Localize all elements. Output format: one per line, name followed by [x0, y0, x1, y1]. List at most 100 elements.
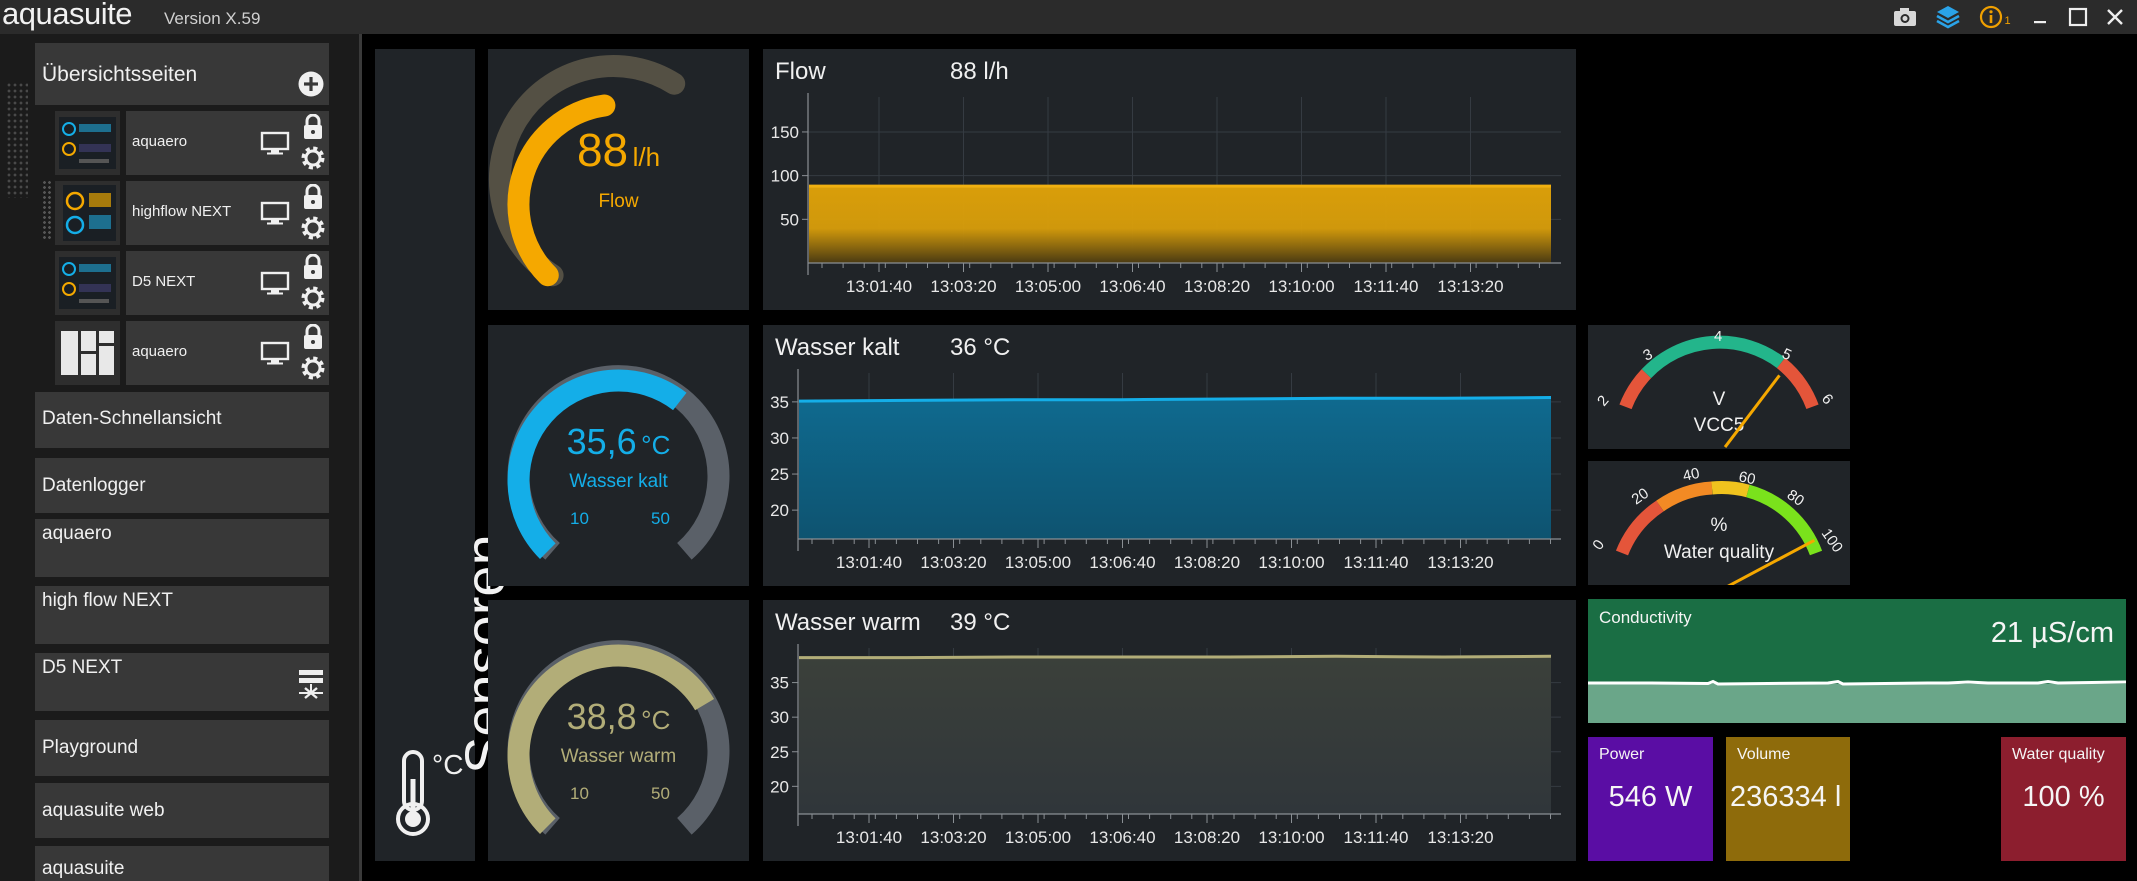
gauge-label: Wasser kalt	[569, 471, 668, 492]
lock-icon[interactable]	[302, 253, 324, 285]
x-tick-label: 13:10:00	[1258, 553, 1324, 572]
gauge-fill	[507, 94, 616, 287]
gear-icon[interactable]	[300, 145, 326, 176]
tile-value: 100 %	[2022, 781, 2105, 813]
sidebar-page-item[interactable]: aquaero	[55, 111, 329, 175]
sidebar-page-item[interactable]: D5 NEXT	[55, 251, 329, 315]
tile-label: Water quality	[2012, 746, 2105, 763]
info-icon[interactable]: 1	[1978, 3, 2012, 31]
water-cold-chart: 35 30 25 20 13:01:40 13:03:20 13:05:00 13:06:40…	[770, 369, 1561, 572]
x-tick-label: 13:08:20	[1174, 828, 1240, 847]
gauge-unit: l/h	[632, 142, 661, 172]
minimize-icon[interactable]	[2025, 3, 2055, 31]
meter-unit: %	[1711, 515, 1728, 536]
water-cold-gauge-panel: 35,6 °C Wasser kalt 10 50	[488, 325, 749, 586]
monitor-icon[interactable]	[260, 131, 290, 160]
network-disconnected-icon	[297, 668, 325, 705]
sidebar-item-high-flow-next[interactable]: high flow NEXT	[35, 586, 329, 644]
water-quality-meter-panel: 0 20 40 60 80 100 % Water quality	[1588, 461, 1850, 588]
sidebar-item-d5-next[interactable]: D5 NEXT	[35, 653, 329, 711]
y-tick-label: 35	[770, 674, 789, 693]
sidebar-item-aquaero[interactable]: aquaero	[35, 519, 329, 577]
sidebar-item-playground[interactable]: Playground	[35, 720, 329, 776]
title-bar: aquasuite Version X.59 1	[0, 0, 2137, 34]
close-icon[interactable]	[2100, 3, 2130, 31]
gauge-unit: °C	[641, 430, 671, 460]
monitor-icon[interactable]	[260, 201, 290, 230]
gauge-readout: 38,8 °C	[488, 696, 749, 738]
lock-icon[interactable]	[302, 113, 324, 145]
gauge-readout: 35,6 °C	[488, 421, 749, 463]
chart-title: Wasser kalt	[775, 334, 900, 361]
sidebar-item-label: Playground	[42, 737, 139, 758]
x-tick-label: 13:13:20	[1427, 553, 1493, 572]
x-tick-label: 13:08:20	[1184, 277, 1250, 296]
x-tick-label: 13:03:20	[920, 828, 986, 847]
layers-icon[interactable]	[1933, 3, 1963, 31]
y-tick-label: 30	[770, 708, 789, 727]
lock-icon[interactable]	[302, 323, 324, 355]
x-tick-label: 13:13:20	[1427, 828, 1493, 847]
maximize-icon[interactable]	[2063, 3, 2093, 31]
drag-handle[interactable]	[42, 180, 52, 240]
meter-tick: 40	[1681, 465, 1701, 485]
flow-chart: 150 100 50 13:01:40 13:03:20 13:05:00 13:06:40…	[771, 93, 1561, 296]
gauge-value: 38,8	[566, 696, 637, 737]
water-cold-chart-panel: Wasser kalt 36 °C 35 30 25 20 13:01:40 13:03:…	[763, 325, 1576, 586]
gear-icon[interactable]	[300, 215, 326, 246]
gauge-value: 35,6	[566, 421, 637, 462]
add-page-icon[interactable]	[297, 70, 325, 103]
gauge-min: 10	[570, 784, 589, 803]
page-thumbnail	[55, 181, 120, 245]
conductivity-history-fill	[1588, 684, 2126, 723]
sidebar-item-aquasuite-web[interactable]: aquasuite web	[35, 783, 329, 838]
meter-tick: 60	[1737, 468, 1757, 488]
series-line	[798, 396, 1552, 403]
tile-value: 546 W	[1608, 781, 1693, 813]
y-tick-label: 35	[770, 393, 789, 412]
y-tick-label: 100	[771, 167, 799, 186]
drag-handle[interactable]	[6, 82, 28, 198]
lock-icon[interactable]	[302, 183, 324, 215]
y-tick-label: 150	[771, 123, 799, 142]
camera-icon[interactable]	[1890, 3, 1920, 31]
unit-label: °C	[432, 749, 464, 780]
x-tick-label: 13:13:20	[1437, 277, 1503, 296]
monitor-icon[interactable]	[260, 341, 290, 370]
tile-value: 236334 l	[1730, 781, 1842, 813]
gear-icon[interactable]	[300, 285, 326, 316]
x-tick-label: 13:06:40	[1089, 553, 1155, 572]
x-tick-label: 13:10:00	[1268, 277, 1334, 296]
x-tick-label: 13:01:40	[836, 553, 902, 572]
thermometer-icon	[393, 749, 433, 844]
sidebar-item-aquasuite[interactable]: aquasuite	[35, 846, 329, 881]
meter-needle	[1727, 538, 1816, 588]
gauge-label: Wasser warm	[560, 746, 677, 767]
monitor-icon[interactable]	[260, 271, 290, 300]
sidebar: Übersichtsseiten aquaero highflow NEXT	[0, 34, 362, 881]
flow-gauge-panel: 88 l/h Flow	[488, 49, 749, 310]
sidebar-item-data-quickview[interactable]: Daten-Schnellansicht	[35, 392, 329, 448]
meter-tick: 80	[1784, 486, 1807, 509]
y-tick-label: 20	[770, 501, 789, 520]
gauge-min: 10	[570, 509, 589, 528]
water-quality-tile: Water quality 100 %	[2001, 737, 2126, 861]
y-tick-label: 30	[770, 429, 789, 448]
page-thumbnail	[55, 251, 120, 315]
sidebar-header-overview-pages[interactable]: Übersichtsseiten	[35, 43, 329, 105]
gear-icon[interactable]	[300, 355, 326, 386]
tile-label: Power	[1599, 746, 1645, 763]
chart-title: Flow	[775, 58, 826, 85]
y-tick-label: 25	[770, 465, 789, 484]
x-tick-label: 13:08:20	[1174, 553, 1240, 572]
gauge-label: Flow	[598, 191, 639, 212]
gauge-max: 50	[651, 509, 670, 528]
sidebar-page-item[interactable]: highflow NEXT	[55, 181, 329, 245]
sidebar-item-datalogger[interactable]: Datenlogger	[35, 458, 329, 513]
meter-tick: 100	[1818, 526, 1846, 556]
sidebar-page-item[interactable]: aquaero	[55, 321, 329, 385]
x-tick-label: 13:05:00	[1005, 828, 1071, 847]
meter-tick: 20	[1629, 485, 1652, 508]
y-tick-label: 20	[770, 777, 789, 796]
x-tick-label: 13:11:40	[1354, 277, 1419, 296]
